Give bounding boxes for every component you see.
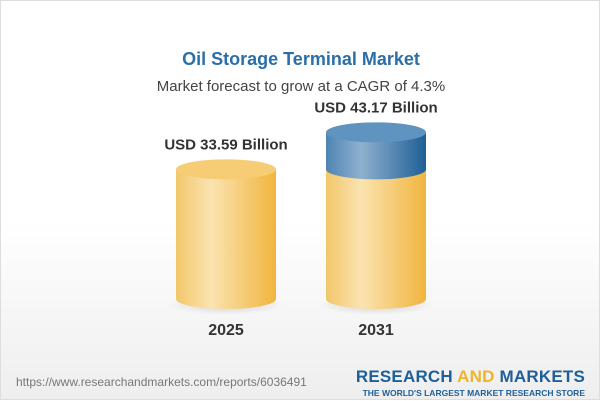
value-label: USD 43.17 Billion: [314, 99, 437, 116]
cylinder-body-2025: [176, 169, 276, 309]
cylinder-top-2031: [326, 122, 426, 143]
chart-subtitle: Market forecast to grow at a CAGR of 4.3…: [156, 78, 446, 95]
cylinder-body-2031: [326, 169, 426, 309]
value-label: USD 33.59 Billion: [164, 136, 287, 153]
chart-title: Oil Storage Terminal Market: [182, 49, 420, 69]
research-and-markets-logo: RESEARCH AND MARKETS THE WORLD'S LARGEST…: [355, 367, 585, 398]
category-label: 2025: [208, 322, 244, 339]
cylinder-top-2025: [176, 159, 276, 180]
category-label: 2031: [358, 322, 394, 339]
source-url[interactable]: https://www.researchandmarkets.com/repor…: [16, 375, 307, 389]
cylinder-growth-segment: [326, 132, 426, 180]
